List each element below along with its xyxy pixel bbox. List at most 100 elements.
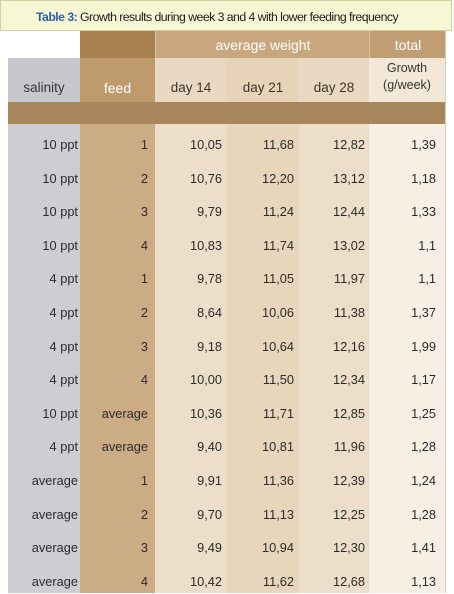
table-row: 10 ppt average 10,36 11,71 12,85 1,25: [0, 397, 452, 430]
day14-cell: 10,00: [189, 372, 222, 388]
day28-cell: 13,12: [332, 170, 365, 186]
average-weight-label: average weight: [215, 37, 311, 53]
day28-column-bg: [299, 31, 369, 593]
growth-cell: 1,28: [411, 506, 436, 522]
day28-cell: 11,96: [333, 439, 365, 455]
day28-cell: 12,25: [332, 506, 365, 522]
day28-cell: 13,02: [332, 237, 365, 253]
salinity-cell: 10 ppt: [42, 405, 78, 421]
salinity-column-bg: [8, 31, 80, 593]
header-feed-band: [80, 31, 155, 58]
salinity-cell: 4 ppt: [49, 271, 78, 287]
table-row: 10 ppt 2 10,76 12,20 13,12 1,18: [0, 162, 452, 195]
day14-header: day 14: [155, 58, 227, 102]
salinity-cell: 4 ppt: [49, 305, 78, 320]
feed-cell: 1: [140, 137, 148, 152]
day28-cell: 12,85: [332, 405, 365, 421]
day14-cell: 8,64: [197, 305, 222, 320]
day21-cell: 11,36: [262, 473, 294, 488]
day21-cell: 11,13: [262, 506, 294, 522]
day21-cell: 10,94: [261, 540, 294, 556]
day28-cell: 12,68: [332, 573, 365, 589]
day14-cell: 9,91: [197, 473, 222, 488]
table-caption: Table 3: Growth results during week 3 an…: [36, 10, 399, 24]
feed-cell: average: [101, 439, 148, 455]
header-average-weight: average weight: [155, 31, 369, 58]
day28-cell: 12,30: [332, 540, 365, 556]
header-total: total: [369, 31, 445, 58]
growth-cell: 1,37: [411, 305, 436, 320]
salinity-header: salinity: [8, 58, 80, 102]
salinity-cell: 4 ppt: [49, 439, 78, 455]
table-row: average 2 9,70 11,13 12,25 1,28: [0, 498, 452, 531]
day21-cell: 11,68: [262, 137, 294, 152]
day14-cell: 9,49: [197, 540, 222, 556]
day28-cell: 11,97: [333, 271, 365, 287]
day28-cell: 12,44: [332, 204, 365, 220]
day14-cell: 10,76: [189, 170, 222, 186]
table-row: 4 ppt 3 9,18 10,64 12,16 1,99: [0, 330, 452, 363]
salinity-cell: 4 ppt: [49, 338, 78, 354]
growth-cell: 1,41: [411, 540, 436, 556]
day28-header: day 28: [299, 58, 369, 102]
day21-column-bg: [227, 31, 299, 593]
salinity-cell: average: [31, 506, 78, 522]
day28-cell: 12,39: [332, 473, 365, 488]
day28-header-label: day 28: [313, 80, 355, 95]
header-blank-cell: [8, 31, 80, 58]
day21-cell: 11,24: [262, 204, 294, 220]
feed-header: feed: [80, 58, 155, 102]
feed-cell: 4: [140, 573, 148, 589]
day14-cell: 9,78: [197, 271, 222, 287]
growth-cell: 1,1: [418, 271, 436, 287]
salinity-cell: 4 ppt: [49, 372, 78, 388]
day21-header-label: day 21: [242, 80, 284, 95]
table-caption-box: Table 3: Growth results during week 3 an…: [0, 0, 452, 31]
growth-cell: 1,99: [411, 338, 436, 354]
day21-cell: 11,62: [262, 573, 294, 589]
day14-cell: 9,70: [197, 506, 222, 522]
growth-header-line1: Growth: [386, 61, 428, 75]
day21-cell: 11,05: [262, 271, 294, 287]
table-right-edge: [445, 31, 446, 593]
day21-cell: 11,74: [262, 237, 294, 253]
salinity-cell: 10 ppt: [42, 137, 78, 152]
feed-cell: 2: [140, 305, 148, 320]
salinity-cell: average: [31, 473, 78, 488]
growth-cell: 1,39: [411, 137, 436, 152]
day14-cell: 9,40: [197, 439, 222, 455]
day14-cell: 9,18: [197, 338, 222, 354]
feed-cell: 3: [140, 204, 148, 220]
salinity-header-label: salinity: [23, 80, 65, 95]
day28-cell: 11,38: [333, 305, 365, 320]
table-row: 4 ppt 4 10,00 11,50 12,34 1,17: [0, 363, 452, 396]
growth-cell: 1,24: [411, 473, 436, 488]
feed-cell: 4: [140, 372, 148, 388]
total-column-bg: [369, 31, 445, 593]
salinity-cell: 10 ppt: [42, 237, 78, 253]
table-row: 10 ppt 3 9,79 11,24 12,44 1,33: [0, 195, 452, 228]
salinity-cell: 10 ppt: [42, 204, 78, 220]
feed-cell: 1: [140, 271, 148, 287]
feed-cell: 1: [140, 473, 148, 488]
growth-cell: 1,18: [411, 170, 436, 186]
table-row: 10 ppt 1 10,05 11,68 12,82 1,39: [0, 128, 452, 161]
feed-cell: 3: [140, 540, 148, 556]
feed-cell: 3: [140, 338, 148, 354]
day21-cell: 10,06: [261, 305, 294, 320]
day14-cell: 10,83: [189, 237, 222, 253]
growth-cell: 1,25: [411, 405, 436, 421]
salinity-cell: average: [31, 540, 78, 556]
feed-cell: average: [101, 405, 148, 421]
feed-cell: 2: [140, 506, 148, 522]
table-row: 4 ppt 2 8,64 10,06 11,38 1,37: [0, 296, 452, 329]
feed-header-label: feed: [103, 80, 132, 96]
salinity-cell: 10 ppt: [42, 170, 78, 186]
day21-cell: 12,20: [261, 170, 294, 186]
day21-cell: 10,81: [261, 439, 294, 455]
growth-header-line2: (g/week): [383, 78, 431, 92]
growth-header: Growth (g/week): [369, 58, 445, 102]
table-row: 4 ppt average 9,40 10,81 11,96 1,28: [0, 430, 452, 463]
table-row: 10 ppt 4 10,83 11,74 13,02 1,1: [0, 229, 452, 262]
